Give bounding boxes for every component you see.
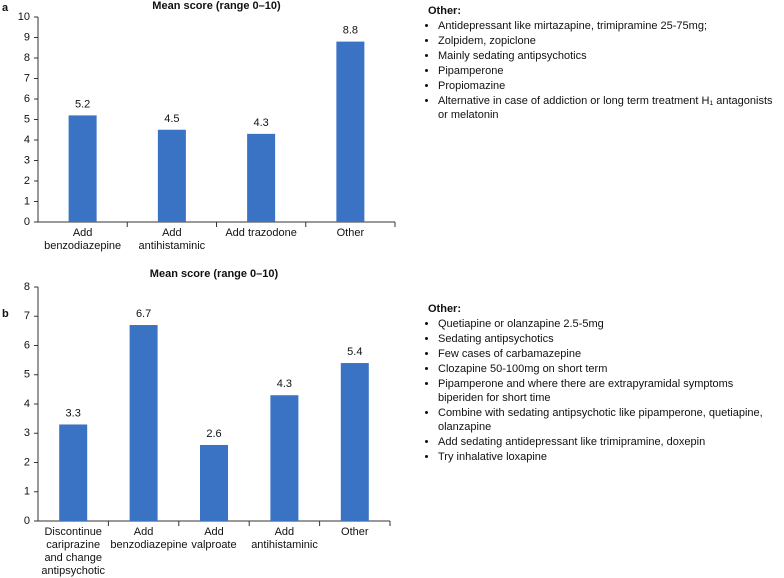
value-label: 4.5 bbox=[164, 113, 179, 125]
x-tick-label: Add valproate bbox=[191, 526, 237, 551]
y-tick-label: 8 bbox=[24, 52, 30, 64]
y-tick-label: 6 bbox=[24, 339, 30, 351]
y-tick-label: 10 bbox=[18, 11, 30, 23]
note-item: Alternative in case of addiction or long… bbox=[438, 94, 778, 122]
value-label: 4.3 bbox=[277, 378, 292, 390]
notes-list: Quetiapine or olanzapine 2.5-5mgSedating… bbox=[428, 317, 778, 464]
bar bbox=[270, 395, 299, 521]
y-tick-label: 5 bbox=[24, 113, 30, 125]
note-item: Sedating antipsychotics bbox=[438, 332, 778, 346]
bar bbox=[68, 115, 97, 222]
y-tick-label: 1 bbox=[24, 486, 30, 498]
note-item: Add sedating antidepressant like trimipr… bbox=[438, 435, 778, 449]
y-tick-label: 2 bbox=[24, 456, 30, 468]
note-item: Pipamperone and where there are extrapyr… bbox=[438, 377, 778, 405]
bar bbox=[247, 133, 276, 222]
y-tick-label: 4 bbox=[24, 134, 30, 146]
x-tick-label: Discontinue cariprazine and change antip… bbox=[41, 526, 105, 577]
note-item: Few cases of carbamazepine bbox=[438, 347, 778, 361]
notes: Other: Antidepressant like mirtazapine, t… bbox=[428, 4, 778, 123]
value-label: 8.8 bbox=[343, 25, 358, 37]
y-tick-label: 7 bbox=[24, 310, 30, 322]
note-item: Combine with sedating antipsychotic like… bbox=[438, 406, 778, 434]
note-item: Clozapine 50-100mg on short term bbox=[438, 362, 778, 376]
y-tick-label: 0 bbox=[24, 216, 30, 228]
note-item: Mainly sedating antipsychotics bbox=[438, 49, 778, 63]
note-item: Zolpidem, zopiclone bbox=[438, 34, 778, 48]
note-item: Quetiapine or olanzapine 2.5-5mg bbox=[438, 317, 778, 331]
x-tick-label: Other bbox=[336, 227, 365, 239]
y-tick-label: 1 bbox=[24, 195, 30, 207]
y-tick-label: 3 bbox=[24, 154, 30, 166]
x-tick-label: Other bbox=[341, 526, 369, 538]
y-tick-label: 4 bbox=[24, 398, 30, 410]
note-item: Antidepressant like mirtazapine, trimipr… bbox=[438, 19, 778, 33]
value-label: 5.2 bbox=[75, 98, 90, 110]
notes-list: Antidepressant like mirtazapine, trimipr… bbox=[428, 19, 778, 122]
y-tick-label: 3 bbox=[24, 427, 30, 439]
x-tick-label: Add antihistaminic bbox=[251, 526, 318, 551]
bar bbox=[200, 444, 228, 521]
note-item: Try inhalative loxapine bbox=[438, 450, 778, 464]
y-tick-label: 2 bbox=[24, 175, 30, 187]
x-tick-label: Add trazodone bbox=[225, 227, 297, 239]
notes-heading: Other: bbox=[428, 5, 461, 17]
value-label: 4.3 bbox=[253, 117, 268, 129]
bar bbox=[129, 325, 158, 521]
panel-label: b bbox=[2, 308, 9, 320]
note-item: Propiomazine bbox=[438, 79, 778, 93]
value-label: 6.7 bbox=[136, 308, 151, 320]
value-label: 2.6 bbox=[206, 428, 221, 440]
note-item: Pipamperone bbox=[438, 64, 778, 78]
y-tick-label: 9 bbox=[24, 31, 30, 43]
y-tick-label: 5 bbox=[24, 369, 30, 381]
chart-title: Mean score (range 0–10) bbox=[152, 0, 281, 12]
bar bbox=[157, 129, 186, 222]
y-tick-label: 8 bbox=[24, 281, 30, 293]
value-label: 5.4 bbox=[347, 346, 362, 358]
x-tick-label: Add benzodiazepine bbox=[110, 526, 188, 551]
panel-label: a bbox=[2, 2, 9, 14]
y-tick-label: 7 bbox=[24, 72, 30, 84]
bar bbox=[336, 41, 365, 222]
x-tick-label: Add antihistaminic bbox=[138, 227, 206, 252]
x-tick-label: Add benzodiazepine bbox=[44, 227, 122, 252]
notes: Other: Quetiapine or olanzapine 2.5-5mgSe… bbox=[428, 302, 778, 465]
notes-heading: Other: bbox=[428, 303, 461, 315]
bar bbox=[59, 424, 88, 521]
bar bbox=[340, 363, 369, 521]
chart-title: Mean score (range 0–10) bbox=[150, 268, 279, 280]
y-tick-label: 6 bbox=[24, 93, 30, 105]
y-tick-label: 0 bbox=[24, 515, 30, 527]
value-label: 3.3 bbox=[66, 407, 81, 419]
